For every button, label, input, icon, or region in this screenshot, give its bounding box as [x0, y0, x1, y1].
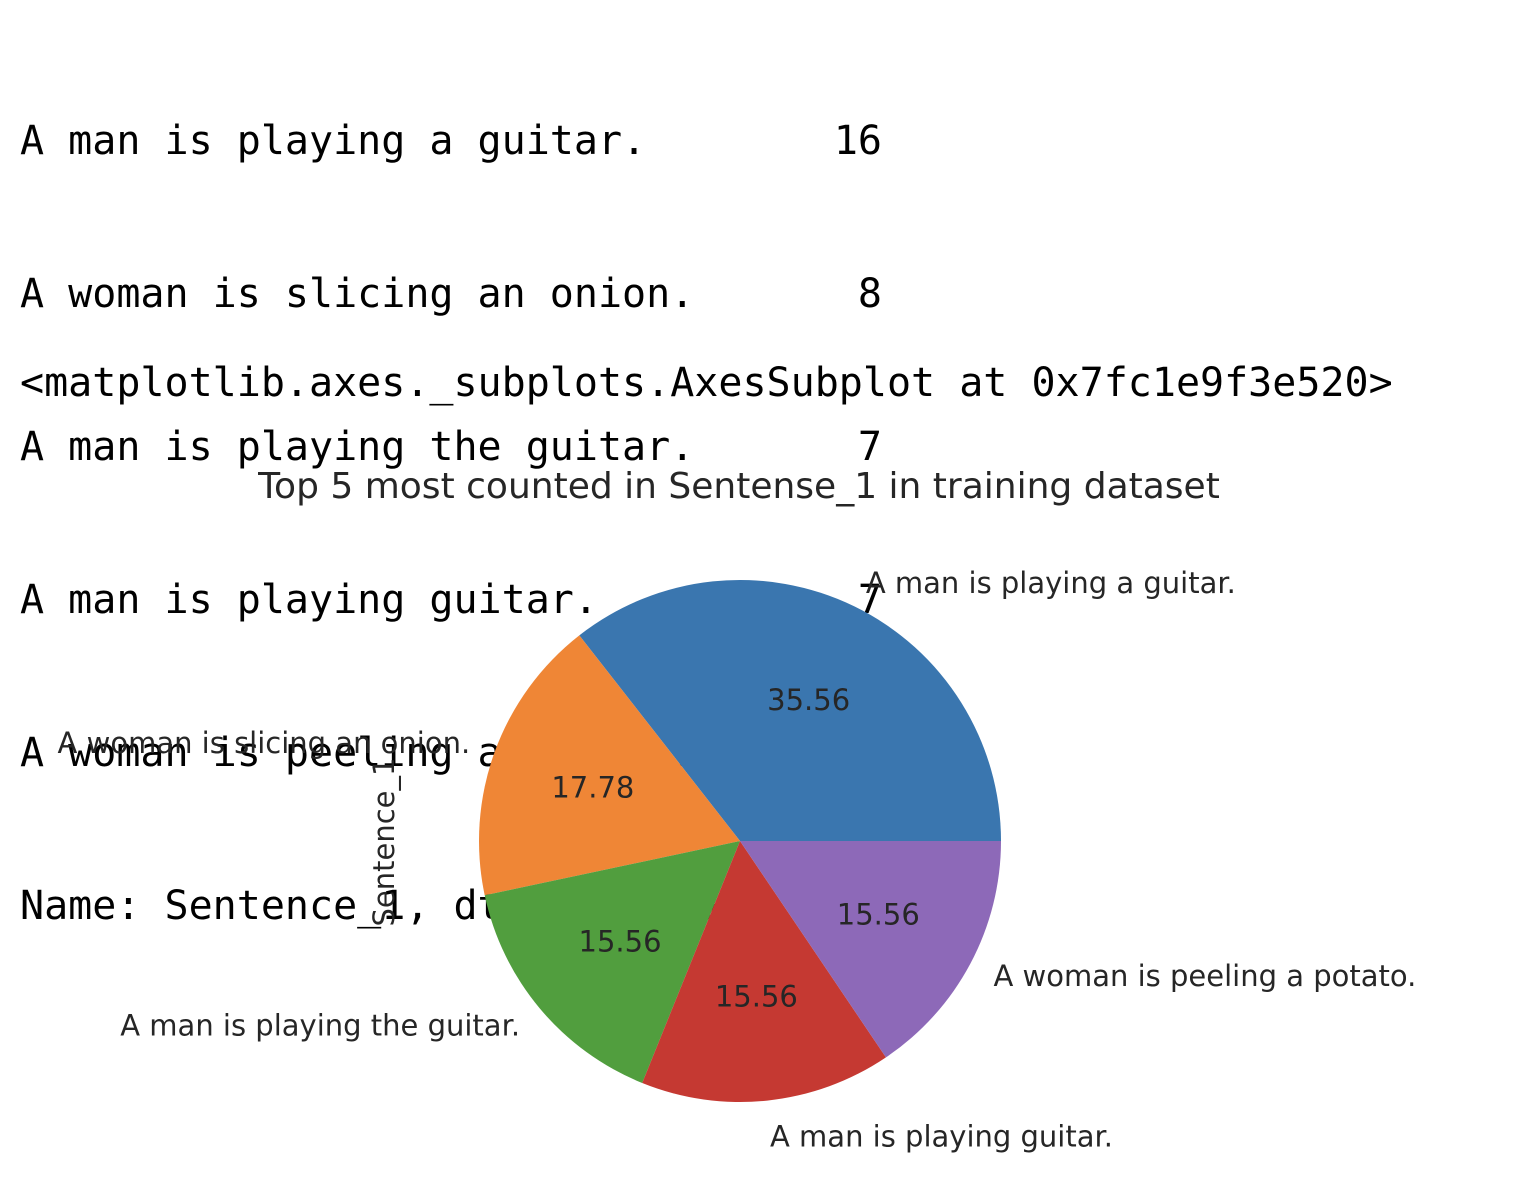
pie-category-label: A man is playing the guitar.: [120, 1009, 520, 1043]
pie-slices: [479, 580, 1001, 1102]
series-output: A man is playing a guitar. 16 A woman is …: [20, 14, 882, 983]
pie-category-label: A woman is slicing an onion.: [58, 726, 471, 760]
chart-title: Top 5 most counted in Sentense_1 in trai…: [257, 466, 1220, 507]
pie-slice: [579, 580, 1001, 841]
pie-slice: [740, 841, 1001, 1058]
y-axis-label: Sentence_1: [367, 758, 401, 927]
pie-category-label: A woman is peeling a potato.: [993, 959, 1416, 993]
pie-category-label: A man is playing guitar.: [770, 1120, 1113, 1154]
output-row: A man is playing the guitar. 7: [20, 422, 882, 473]
output-row-count: 7: [857, 424, 882, 470]
pie-category-labels: A man is playing a guitar. A woman is sli…: [58, 566, 1417, 1154]
pie-percent-label: 35.56: [767, 683, 850, 717]
pie-slice: [479, 635, 740, 896]
pie-percent-label: 15.56: [837, 898, 920, 932]
output-row-count: 16: [833, 118, 882, 164]
pie-percent-label: 15.56: [715, 980, 798, 1014]
pie-slice: [484, 841, 740, 1083]
output-row-label: A man is playing guitar.: [20, 577, 598, 623]
axes-repr: <matplotlib.axes._subplots.AxesSubplot a…: [20, 360, 1393, 406]
output-row: A man is playing a guitar. 16: [20, 116, 882, 167]
output-row-label: A woman is slicing an onion.: [20, 271, 695, 317]
output-row-label: A man is playing a guitar.: [20, 118, 647, 164]
output-row-count: 8: [857, 271, 882, 317]
pie-percent-labels: 35.56 17.78 15.56 15.56 15.56: [551, 683, 919, 1013]
output-row-label: A man is playing the guitar.: [20, 424, 695, 470]
pie-category-label: A man is playing a guitar.: [866, 566, 1236, 600]
pie-percent-label: 15.56: [579, 925, 662, 959]
pie-chart: Top 5 most counted in Sentense_1 in trai…: [58, 466, 1417, 1154]
output-row: A woman is slicing an onion. 8: [20, 269, 882, 320]
output-row: A man is playing guitar. 7: [20, 575, 882, 626]
pie-slice: [642, 841, 886, 1102]
pie-percent-label: 17.78: [551, 770, 634, 804]
